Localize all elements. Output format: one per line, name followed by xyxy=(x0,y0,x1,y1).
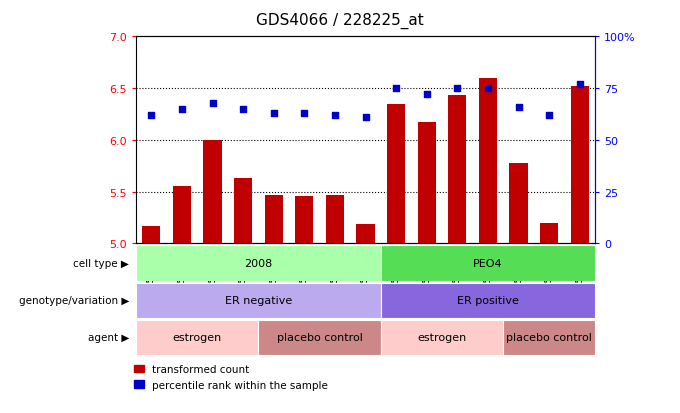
Bar xyxy=(173,187,191,244)
Text: agent ▶: agent ▶ xyxy=(88,332,129,343)
Point xyxy=(238,106,249,113)
Bar xyxy=(295,196,313,244)
Bar xyxy=(540,223,558,244)
Bar xyxy=(387,104,405,244)
Bar xyxy=(571,87,589,244)
Point xyxy=(177,106,188,113)
Text: cell type ▶: cell type ▶ xyxy=(73,258,129,268)
Text: 2008: 2008 xyxy=(244,258,273,268)
Point xyxy=(452,85,462,92)
Point xyxy=(421,92,432,98)
Bar xyxy=(381,283,595,318)
Point xyxy=(543,112,554,119)
Point xyxy=(207,100,218,107)
Text: ER positive: ER positive xyxy=(457,295,519,306)
Bar xyxy=(136,246,381,281)
Text: estrogen: estrogen xyxy=(418,332,466,343)
Point xyxy=(299,110,310,117)
Bar xyxy=(381,320,503,355)
Bar xyxy=(418,123,436,244)
Bar xyxy=(448,96,466,244)
Bar xyxy=(136,320,258,355)
Bar xyxy=(136,283,381,318)
Bar xyxy=(258,320,381,355)
Point xyxy=(329,112,340,119)
Bar xyxy=(381,246,595,281)
Point xyxy=(390,85,401,92)
Point xyxy=(482,85,493,92)
Bar xyxy=(203,140,222,244)
Bar xyxy=(479,78,497,244)
Bar xyxy=(356,224,375,244)
Text: ER negative: ER negative xyxy=(225,295,292,306)
Text: GDS4066 / 228225_at: GDS4066 / 228225_at xyxy=(256,12,424,28)
Bar xyxy=(326,195,344,244)
Bar xyxy=(142,226,160,244)
Point xyxy=(513,104,524,111)
Text: estrogen: estrogen xyxy=(173,332,222,343)
Legend: transformed count, percentile rank within the sample: transformed count, percentile rank withi… xyxy=(135,365,328,389)
Point xyxy=(574,81,585,88)
Point xyxy=(268,110,279,117)
Point xyxy=(360,114,371,121)
Point xyxy=(146,112,156,119)
Bar xyxy=(234,178,252,244)
Text: PEO4: PEO4 xyxy=(473,258,503,268)
Text: genotype/variation ▶: genotype/variation ▶ xyxy=(19,295,129,306)
Text: placebo control: placebo control xyxy=(277,332,362,343)
Bar xyxy=(503,320,595,355)
Bar xyxy=(265,195,283,244)
Text: placebo control: placebo control xyxy=(506,332,592,343)
Bar xyxy=(509,163,528,244)
